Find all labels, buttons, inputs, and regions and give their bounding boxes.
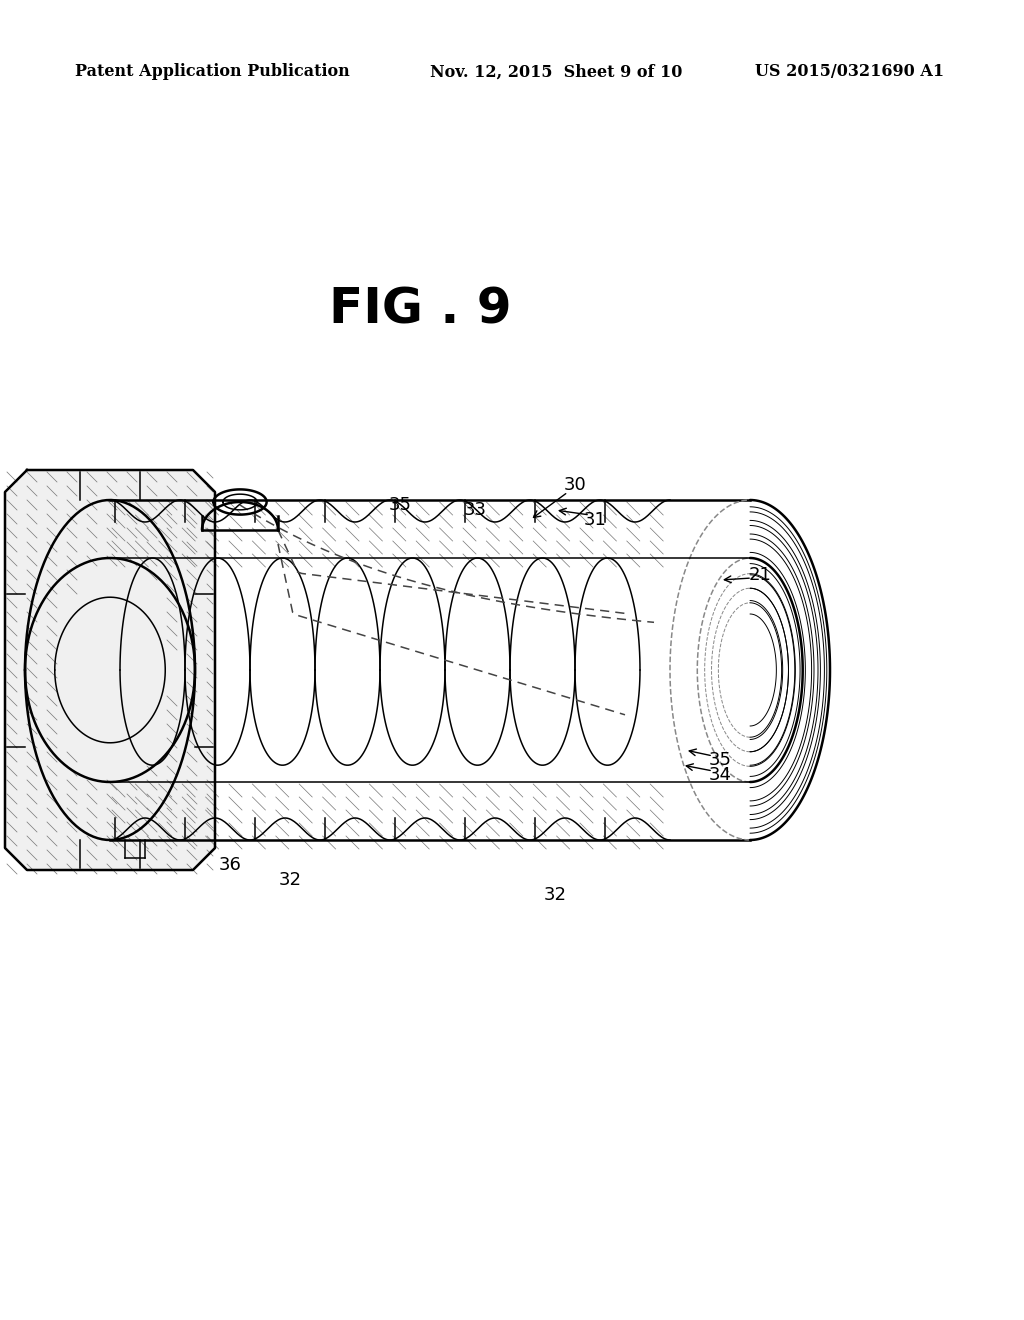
Text: 30: 30 [563,477,587,494]
Polygon shape [5,470,215,870]
Text: 33: 33 [464,502,486,519]
FancyBboxPatch shape [110,500,750,840]
Text: 31: 31 [584,511,606,529]
Text: FIG . 9: FIG . 9 [329,286,511,334]
Text: Patent Application Publication: Patent Application Publication [75,63,350,81]
Text: 34: 34 [709,766,731,784]
Text: 32: 32 [544,886,566,904]
Text: 35: 35 [388,496,412,513]
Text: 36: 36 [218,855,242,874]
Text: 21: 21 [749,566,771,583]
Text: US 2015/0321690 A1: US 2015/0321690 A1 [755,63,944,81]
Text: Nov. 12, 2015  Sheet 9 of 10: Nov. 12, 2015 Sheet 9 of 10 [430,63,682,81]
Text: 35: 35 [709,751,731,770]
Text: 32: 32 [279,871,301,888]
